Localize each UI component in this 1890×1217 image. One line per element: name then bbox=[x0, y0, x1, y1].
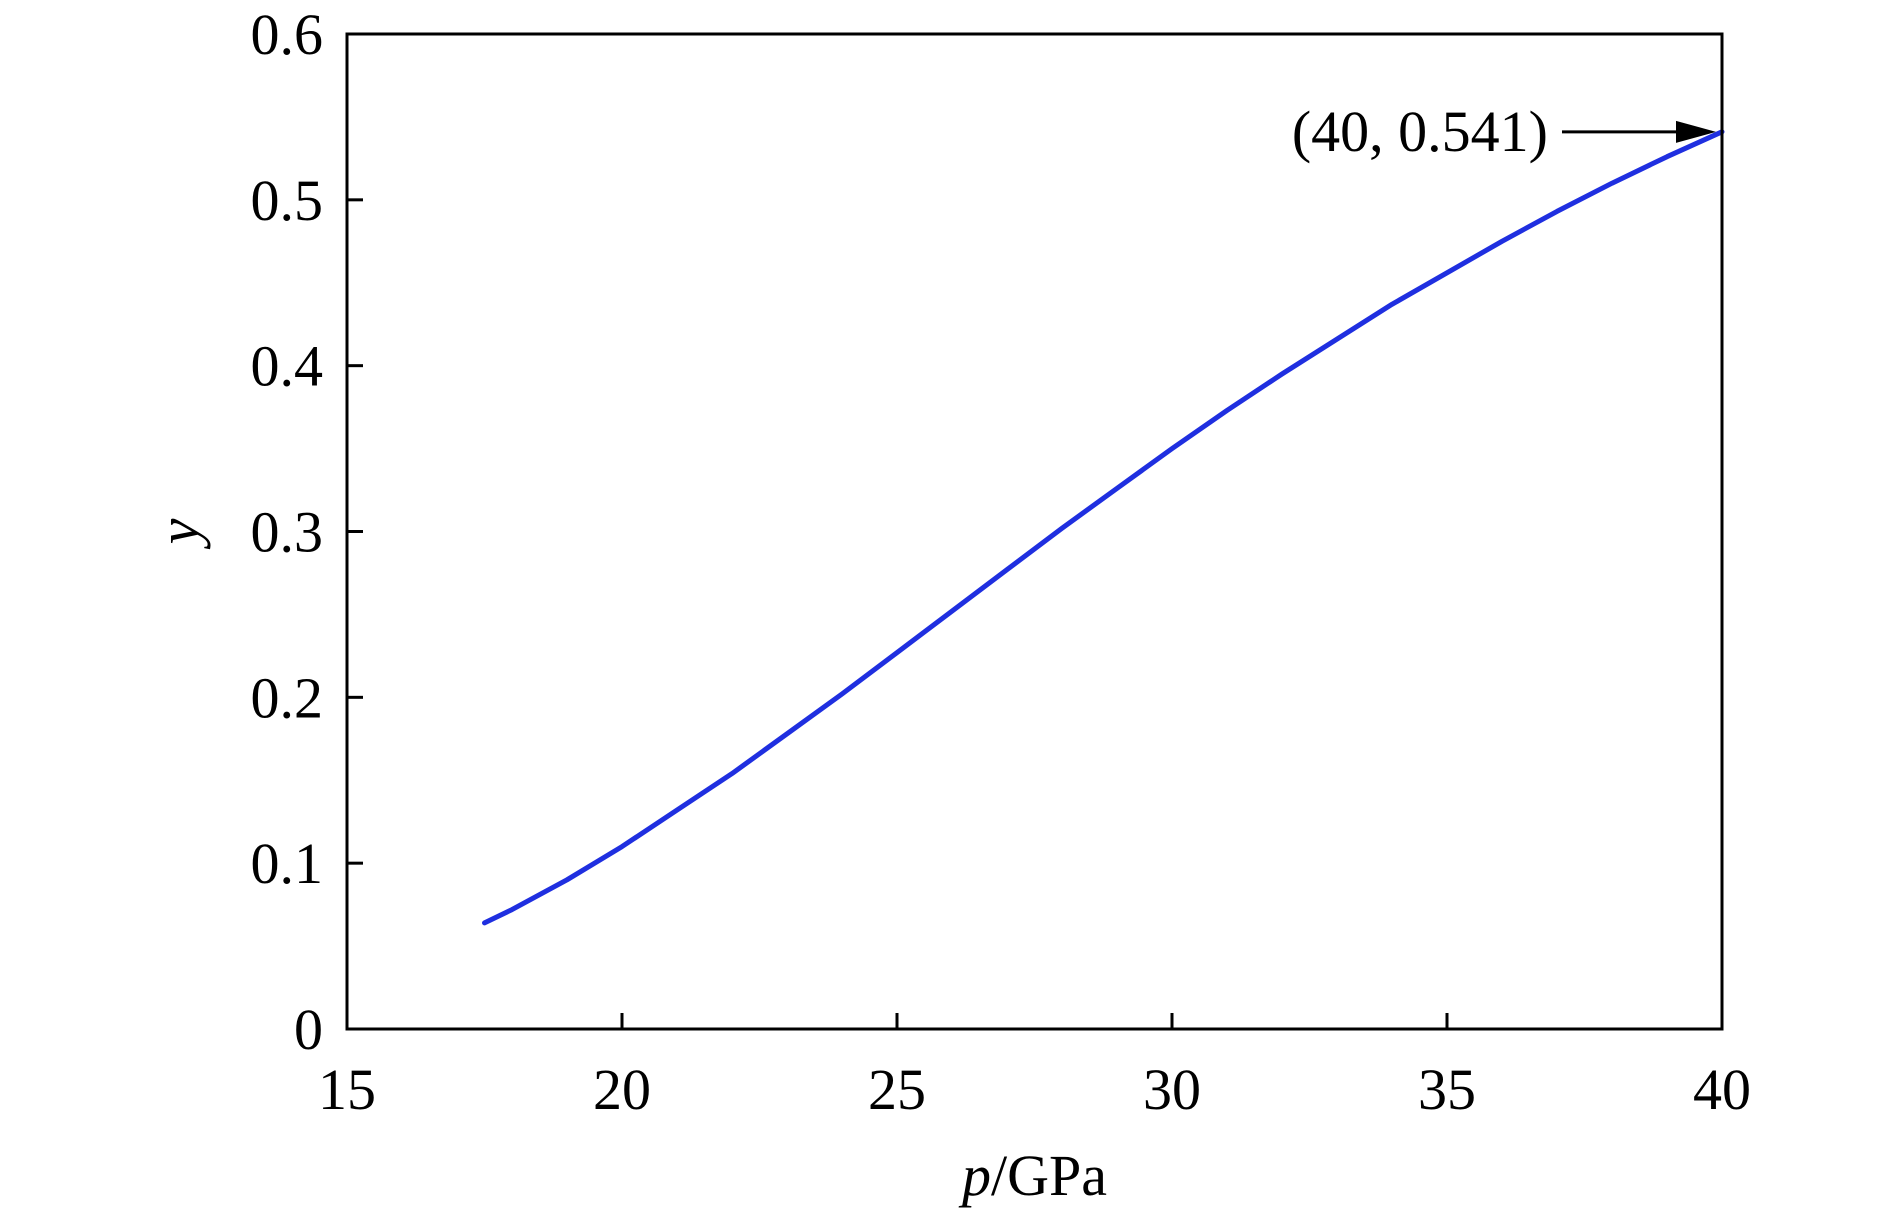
x-tick-label: 30 bbox=[1143, 1057, 1201, 1122]
y-tick-label: 0.4 bbox=[251, 334, 324, 399]
x-axis-label-unit: /GPa bbox=[991, 1143, 1107, 1208]
y-tick-label: 0 bbox=[294, 997, 323, 1062]
annotation-label: (40, 0.541) bbox=[1292, 99, 1548, 164]
series-layer bbox=[482, 129, 1725, 926]
x-axis-label: p/GPa bbox=[958, 1143, 1107, 1208]
y-axis-label: y bbox=[146, 518, 211, 549]
ticks-layer bbox=[345, 32, 1724, 1031]
x-axis-label-variable: p bbox=[958, 1143, 991, 1208]
plot-frame bbox=[345, 32, 1724, 1031]
y-tick-label: 0.6 bbox=[251, 2, 324, 67]
labels-layer: 15 20 25 30 35 40 0 0.1 0.2 0.3 0.4 0.5 0.6 p/GPa y bbox=[146, 2, 1751, 1208]
x-tick-label: 35 bbox=[1418, 1057, 1476, 1122]
y-tick-label: 0.2 bbox=[251, 665, 324, 730]
x-tick-label: 20 bbox=[593, 1057, 651, 1122]
x-tick-label: 25 bbox=[868, 1057, 926, 1122]
y-tick-label: 0.1 bbox=[251, 831, 324, 896]
annotation-layer: (40, 0.541) bbox=[1292, 99, 1716, 164]
annotation-arrowhead-icon bbox=[1676, 120, 1716, 143]
x-tick-label: 40 bbox=[1693, 1057, 1751, 1122]
y-tick-label: 0.5 bbox=[251, 168, 324, 233]
x-tick-label: 15 bbox=[318, 1057, 376, 1122]
series-line-0 bbox=[482, 129, 1725, 926]
y-tick-label: 0.3 bbox=[251, 500, 324, 565]
